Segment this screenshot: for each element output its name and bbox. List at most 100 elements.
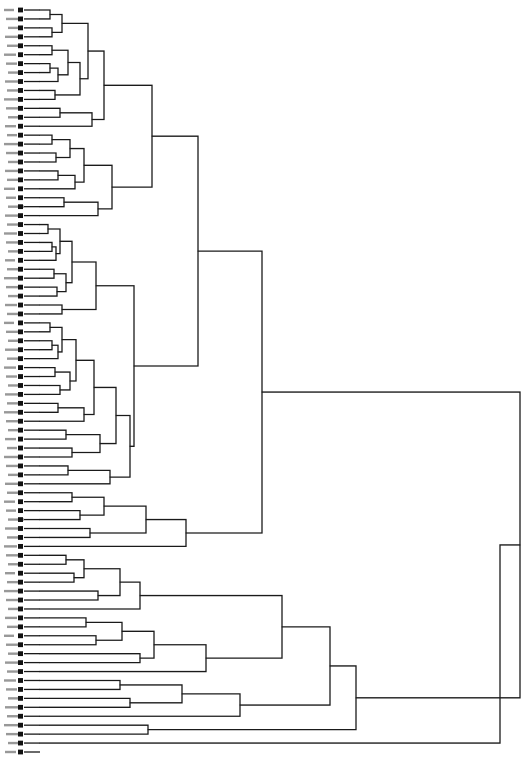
leaf-marker (18, 400, 23, 406)
cluster-link (39, 492, 73, 503)
leaf-marker (18, 213, 23, 219)
leaf-marker (18, 543, 23, 549)
leaf-label (6, 285, 20, 289)
leaf-label (7, 670, 20, 673)
leaf-marker (18, 526, 23, 531)
leaf-marker (18, 329, 23, 335)
leaf-marker (18, 338, 23, 344)
leaf-label (6, 598, 20, 602)
leaf-label (5, 348, 19, 351)
leaf-label (4, 142, 20, 146)
leaf-label (7, 491, 19, 494)
cluster-link (39, 197, 65, 208)
leaf-marker (18, 499, 23, 505)
cluster-link (39, 366, 56, 378)
leaf-label (5, 661, 19, 664)
cluster-link (69, 147, 85, 183)
leaf-label (5, 482, 18, 486)
cluster-link (61, 339, 77, 382)
cluster-link (95, 285, 135, 447)
leaf-label (4, 500, 15, 503)
leaf-label (4, 98, 18, 101)
leaf-marker (18, 240, 23, 245)
cluster-link (39, 447, 73, 458)
leaf-marker (18, 123, 23, 129)
leaf-marker (18, 248, 23, 254)
leaf-marker (18, 713, 23, 719)
leaf-label (6, 330, 22, 334)
cluster-link (87, 50, 105, 121)
leaf-marker (18, 96, 23, 102)
cluster-link (39, 384, 61, 396)
leaf-marker (18, 749, 23, 755)
leaf-marker (18, 105, 23, 111)
leaf-marker (18, 43, 23, 49)
leaf-label (5, 303, 17, 307)
leaf-label (4, 723, 18, 727)
leaf-marker (18, 70, 23, 75)
leaf-marker (18, 257, 23, 263)
leaf-marker (18, 561, 23, 567)
leaf-label (4, 589, 19, 593)
leaf-marker (18, 517, 23, 522)
leaf-marker (18, 7, 23, 13)
leaf-marker (18, 320, 23, 326)
leaf-label (8, 652, 23, 655)
leaf-label (6, 509, 16, 512)
cluster-link (39, 286, 58, 297)
leaf-marker (18, 615, 23, 621)
leaf-label (7, 133, 17, 137)
leaf-marker (18, 383, 23, 388)
leaf-label (6, 151, 21, 155)
cluster-link (85, 621, 123, 641)
leaf-lines (24, 9, 40, 753)
leaf-label (5, 259, 15, 262)
cluster-link (89, 505, 147, 534)
leaf-label (7, 536, 21, 539)
cluster-link (239, 626, 331, 706)
leaf-marker (18, 88, 23, 93)
cluster-link (51, 138, 71, 159)
leaf-marker (18, 463, 23, 469)
cluster-link (39, 67, 59, 83)
leaf-marker (18, 311, 23, 317)
leaf-marker (18, 266, 23, 272)
cluster-link (109, 414, 131, 478)
leaf-marker (18, 490, 23, 496)
leaf-marker (18, 374, 23, 379)
leaf-label (6, 554, 18, 557)
leaf-label (6, 17, 22, 21)
leaf-label (5, 750, 16, 754)
leaf-marker (18, 34, 23, 40)
cluster-link (54, 371, 71, 391)
leaf-label (4, 53, 16, 56)
leaf-marker (18, 79, 23, 84)
cluster-link (39, 693, 241, 717)
leaf-label (6, 196, 16, 199)
leaf-marker (18, 731, 23, 737)
leaf-marker (18, 588, 23, 594)
cluster-link (39, 527, 91, 539)
cluster-link (65, 559, 85, 579)
cluster-link (39, 407, 85, 422)
leaf-marker (18, 695, 23, 701)
leaf-label (8, 294, 21, 298)
cluster-link (39, 322, 51, 333)
leaf-label (4, 276, 19, 280)
leaf-label (4, 455, 20, 459)
leaf-label (7, 715, 22, 718)
leaf-label (4, 634, 14, 637)
leaf-label (8, 607, 21, 611)
cluster-link (39, 554, 67, 565)
leaf-marker (18, 642, 23, 648)
leaf-marker (18, 472, 23, 478)
leaf-marker (18, 624, 23, 630)
cluster-link (53, 273, 67, 293)
leaf-marker (18, 114, 23, 120)
leaf-marker (18, 392, 23, 397)
cluster-links (39, 9, 521, 744)
cluster-link (39, 697, 131, 708)
cluster-link (39, 201, 99, 217)
leaf-label (7, 312, 18, 316)
cluster-link (261, 391, 521, 699)
